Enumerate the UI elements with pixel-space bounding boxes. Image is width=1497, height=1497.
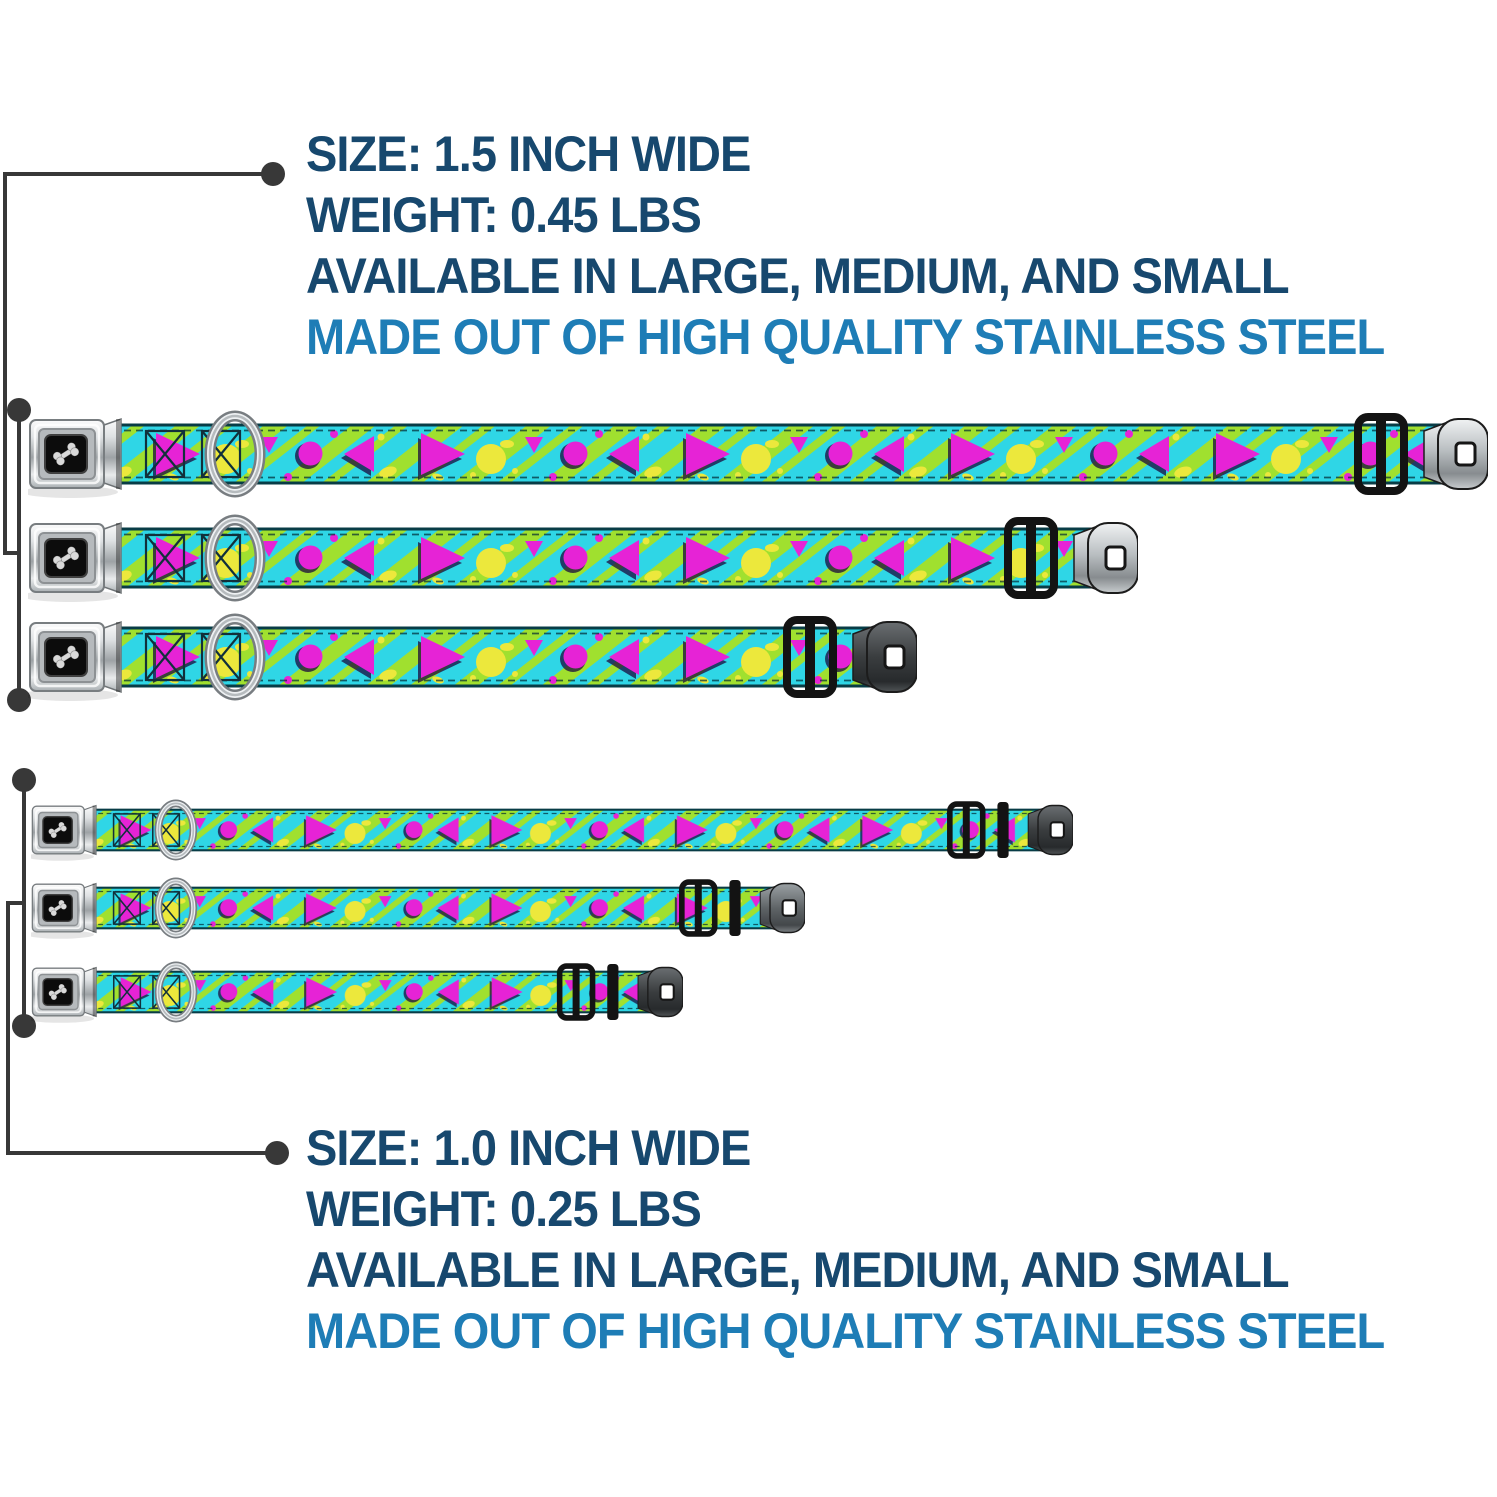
seatbelt-buckle	[31, 966, 97, 1018]
seatbelt-buckle	[31, 882, 97, 934]
d-ring	[154, 961, 198, 1023]
collar-small-2	[31, 873, 805, 943]
collar-small-1	[31, 795, 1073, 865]
seatbelt-tab-clasp	[759, 882, 805, 934]
spec-material-label: MADE OUT OF HIGH QUALITY STAINLESS STEEL	[306, 309, 1385, 365]
seatbelt-tab-clasp	[1073, 522, 1138, 594]
seatbelt-buckle	[29, 417, 122, 491]
slide-adjuster	[947, 801, 986, 859]
spec-availability-label: AVAILABLE IN LARGE, MEDIUM, AND SMALL	[306, 1242, 1290, 1298]
seatbelt-tab-clasp	[637, 966, 683, 1018]
callout-dot	[265, 1141, 289, 1165]
tri-glide-bar	[997, 802, 1009, 858]
tri-glide-bar	[607, 964, 619, 1020]
d-ring	[204, 613, 266, 701]
d-ring	[154, 799, 198, 861]
dog-bone-icon	[52, 645, 80, 669]
stitch-box	[144, 429, 186, 479]
seatbelt-tab-clasp	[1027, 804, 1073, 856]
dog-bone-icon	[48, 821, 67, 839]
collar-strap	[92, 808, 1045, 852]
stitch-box	[112, 975, 142, 1009]
stitch-box	[144, 533, 186, 583]
slide-adjuster	[1354, 413, 1408, 495]
spec-block-small-collars: SIZE: 1.0 INCH WIDE WEIGHT: 0.25 LBS AVA…	[306, 1118, 1385, 1362]
callout-dot	[12, 768, 36, 792]
d-ring	[204, 410, 266, 498]
collar-strap	[92, 886, 777, 930]
dog-bone-icon	[48, 899, 67, 917]
slide-adjuster	[783, 616, 837, 698]
spec-material-label: MADE OUT OF HIGH QUALITY STAINLESS STEEL	[306, 1303, 1385, 1359]
seatbelt-buckle	[31, 804, 97, 856]
collar-strap	[116, 423, 1448, 485]
slide-adjuster	[1004, 517, 1058, 599]
dog-bone-icon	[52, 546, 80, 570]
seatbelt-tab-clasp	[852, 621, 917, 693]
spec-weight-label: WEIGHT: 0.25 LBS	[306, 1181, 702, 1237]
d-ring	[204, 514, 266, 602]
spec-size-label: SIZE: 1.0 INCH WIDE	[306, 1120, 751, 1176]
callout-dot	[261, 162, 285, 186]
spec-weight-label: WEIGHT: 0.45 LBS	[306, 187, 702, 243]
stitch-box	[112, 813, 141, 847]
slide-adjuster	[679, 879, 718, 937]
seatbelt-buckle	[29, 521, 122, 595]
collar-large-3	[28, 607, 917, 707]
dog-bone-icon	[48, 983, 68, 1001]
stitch-box	[144, 632, 186, 682]
stitch-box	[112, 891, 141, 925]
collar-strap	[116, 527, 1098, 589]
spec-size-label: SIZE: 1.5 INCH WIDE	[306, 126, 751, 182]
spec-availability-label: AVAILABLE IN LARGE, MEDIUM, AND SMALL	[306, 248, 1290, 304]
seatbelt-buckle	[29, 620, 122, 694]
seatbelt-tab-clasp	[1423, 418, 1488, 490]
spec-block-large-collars: SIZE: 1.5 INCH WIDE WEIGHT: 0.45 LBS AVA…	[306, 124, 1385, 368]
collar-large-1	[28, 404, 1488, 504]
collar-large-2	[28, 508, 1138, 608]
collar-small-3	[31, 957, 683, 1027]
dog-bone-icon	[52, 442, 80, 466]
collar-strap	[116, 626, 877, 688]
d-ring	[154, 877, 198, 939]
tri-glide-bar	[729, 880, 741, 936]
slide-adjuster	[556, 963, 596, 1021]
